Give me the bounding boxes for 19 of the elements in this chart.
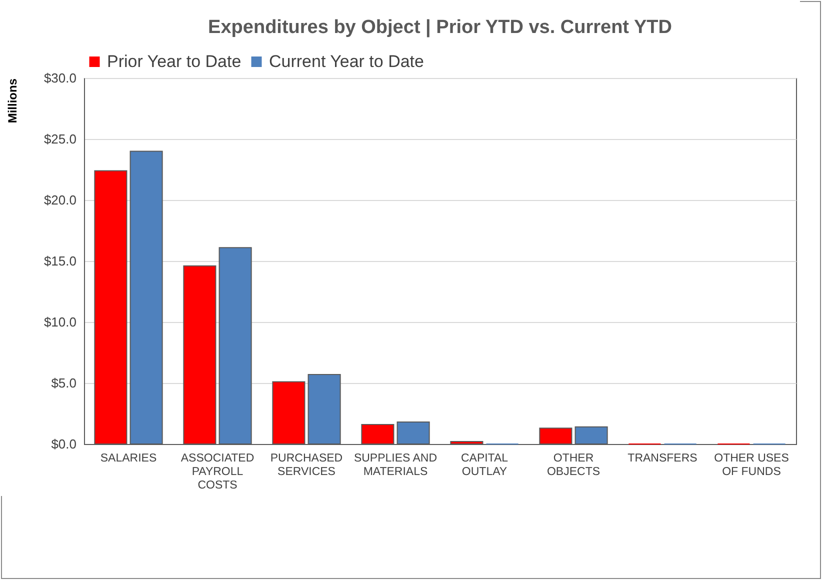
y-tick-label: $10.0 [44, 314, 76, 330]
x-tick-label: OTHER OBJECTS [546, 452, 600, 478]
x-tick-label: OTHER USES OF FUNDS [714, 452, 790, 478]
chart-title: Expenditures by Object | Prior YTD vs. Current YTD [208, 17, 672, 38]
y-tick-label: $30.0 [44, 70, 76, 86]
legend-label: Current Year to Date [269, 52, 424, 71]
x-tick-label: CAPITAL OUTLAY [460, 452, 509, 478]
x-tick-label: SALARIES [100, 452, 157, 464]
y-tick-label: $15.0 [44, 254, 76, 268]
y-tick-label: $20.0 [44, 192, 76, 208]
y-axis-title: Millions [6, 78, 20, 124]
x-tick-label: SUPPLIES AND MATERIALS [354, 452, 438, 478]
x-tick-label: PURCHASED SERVICES [270, 452, 343, 478]
legend-label: Prior Year to Date [107, 52, 242, 71]
y-tick-label: $25.0 [44, 132, 76, 146]
x-tick-label: TRANSFERS [628, 452, 698, 464]
y-tick-label: $0.0 [51, 436, 76, 452]
x-tick-label: ASSOCIATED PAYROLL COSTS [180, 452, 254, 492]
y-tick-label: $5.0 [51, 376, 76, 390]
